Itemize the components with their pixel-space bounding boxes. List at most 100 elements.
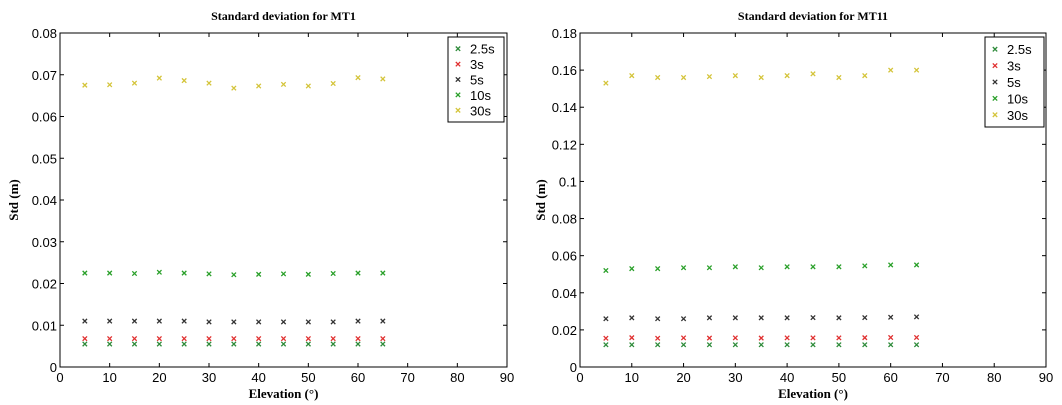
data-point xyxy=(131,270,138,277)
data-point xyxy=(181,270,187,276)
y-tick-label: 0.01 xyxy=(32,318,57,333)
y-tick-label: 0.02 xyxy=(32,277,57,292)
x-tick-label: 10 xyxy=(102,370,116,385)
data-point xyxy=(810,314,816,321)
data-point xyxy=(680,74,687,81)
legend-label: 3s xyxy=(1007,59,1021,74)
x-tick-label: 40 xyxy=(251,370,265,385)
data-point xyxy=(107,341,113,347)
x-tick-label: 60 xyxy=(883,370,897,385)
data-point xyxy=(330,341,336,347)
legend-marker xyxy=(455,76,461,83)
data-point xyxy=(280,271,287,277)
data-point xyxy=(655,265,661,272)
data-point xyxy=(231,335,237,342)
data-point xyxy=(706,265,713,271)
data-point xyxy=(280,335,287,342)
data-point xyxy=(206,335,212,342)
data-point xyxy=(380,341,386,347)
data-point xyxy=(380,76,386,82)
y-tick-label: 0.07 xyxy=(32,68,57,83)
chart-2: 0 10 20 30 40 50 60 70 80 90 0 0.02 0.04 0.06 0.08 0.1 0… xyxy=(533,9,1053,401)
data-point xyxy=(913,334,920,341)
data-point xyxy=(380,318,386,324)
data-point xyxy=(913,342,920,348)
y-tick-label: 0.08 xyxy=(32,26,57,41)
legend-marker xyxy=(455,61,461,67)
data-point xyxy=(256,83,262,89)
data-point xyxy=(305,83,311,89)
data-point xyxy=(706,342,713,348)
y-tick-label: 0.05 xyxy=(32,151,57,166)
data-point xyxy=(355,335,361,342)
data-point xyxy=(231,319,237,325)
series-3s xyxy=(603,334,920,341)
data-point xyxy=(706,335,713,341)
data-point xyxy=(156,318,162,324)
y-tick-label: 0.02 xyxy=(552,323,577,338)
y-tick-label: 0.04 xyxy=(32,193,57,208)
data-point xyxy=(231,85,237,91)
chart-1: 0 10 20 30 40 50 60 70 80 90 0 0.01 0.02 0.03 0.04 0.05… xyxy=(6,9,514,401)
data-point xyxy=(680,316,687,322)
data-point xyxy=(82,335,88,342)
y-axis-label: Std (m) xyxy=(533,179,548,221)
x-tick-label: 60 xyxy=(351,370,365,385)
data-point xyxy=(131,318,138,324)
data-point xyxy=(758,342,764,348)
x-axis-label: Elevation (°) xyxy=(778,386,848,401)
x-tick-label: 70 xyxy=(400,370,414,385)
data-point xyxy=(107,335,113,342)
data-point xyxy=(256,341,262,347)
legend-label: 2.5s xyxy=(1007,42,1032,57)
data-point xyxy=(655,335,661,341)
data-point xyxy=(732,264,738,270)
data-point xyxy=(758,265,764,271)
data-point xyxy=(862,73,868,79)
legend-label: 5s xyxy=(1007,75,1021,90)
data-point xyxy=(784,73,790,79)
data-point xyxy=(629,315,635,321)
x-tick-label: 30 xyxy=(728,370,742,385)
data-point xyxy=(603,316,609,322)
legend-marker xyxy=(455,92,461,98)
y-tick-label: 0 xyxy=(570,360,577,375)
x-tick-label: 90 xyxy=(1039,370,1053,385)
data-point xyxy=(131,80,138,86)
data-point xyxy=(181,318,187,324)
data-point xyxy=(280,81,287,88)
data-point xyxy=(256,335,262,342)
legend-label: 30s xyxy=(470,103,491,118)
data-point xyxy=(680,335,687,341)
y-tick-label: 0.06 xyxy=(32,110,57,125)
data-point xyxy=(655,316,661,322)
data-point xyxy=(810,335,816,341)
data-point xyxy=(82,341,88,347)
data-point xyxy=(706,315,713,321)
data-point xyxy=(156,335,162,342)
data-point xyxy=(107,318,113,324)
legend-label: 10s xyxy=(470,88,491,103)
data-point xyxy=(706,73,713,80)
data-point xyxy=(655,74,661,81)
y-tick-label: 0.12 xyxy=(552,137,577,152)
data-point xyxy=(784,342,790,348)
data-point xyxy=(862,314,868,321)
data-point xyxy=(784,315,790,321)
legend-marker xyxy=(992,79,998,85)
data-point xyxy=(206,341,212,347)
data-point xyxy=(305,271,311,277)
data-point xyxy=(629,342,635,348)
data-point xyxy=(603,335,609,341)
chart-title: Standard deviation for MT1 xyxy=(211,9,356,23)
data-point xyxy=(758,335,764,341)
data-point xyxy=(888,314,894,320)
data-point xyxy=(380,270,386,276)
legend-label: 10s xyxy=(1007,91,1028,106)
data-point xyxy=(913,67,920,73)
data-point xyxy=(784,335,790,341)
data-point xyxy=(732,73,738,79)
legend-marker xyxy=(455,46,461,52)
x-tick-label: 50 xyxy=(301,370,315,385)
